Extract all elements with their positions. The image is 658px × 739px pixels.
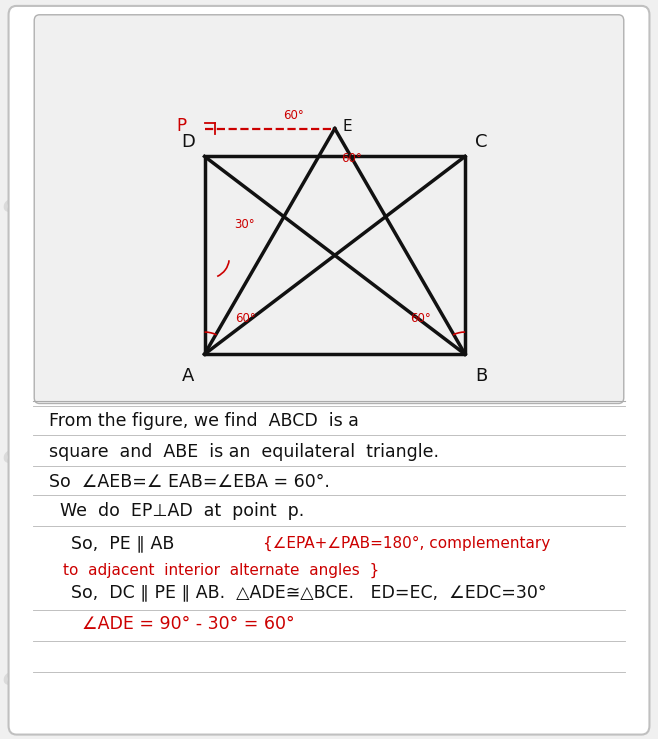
Text: Gauth: Gauth (377, 198, 439, 216)
Text: Gauth: Gauth (35, 316, 97, 334)
Text: 30°: 30° (234, 219, 254, 231)
Text: Gauth: Gauth (186, 198, 248, 216)
Text: Gauth: Gauth (245, 80, 307, 98)
FancyBboxPatch shape (34, 15, 624, 403)
Text: So  ∠AEB=∠ EAB=∠EBA = 60°.: So ∠AEB=∠ EAB=∠EBA = 60°. (49, 473, 330, 491)
Text: Gauth: Gauth (443, 568, 505, 585)
Text: {∠EPA+∠PAB=180°, complementary: {∠EPA+∠PAB=180°, complementary (263, 536, 551, 551)
Text: Gauth: Gauth (186, 671, 248, 689)
Text: Gauth: Gauth (443, 80, 505, 98)
Text: ∠ADE = 90° - 30° = 60°: ∠ADE = 90° - 30° = 60° (49, 616, 295, 633)
FancyBboxPatch shape (9, 6, 649, 735)
Text: Gauth: Gauth (417, 449, 478, 467)
Text: D: D (181, 132, 195, 151)
Text: B: B (475, 367, 488, 386)
Text: 60°: 60° (235, 313, 256, 325)
Text: E: E (343, 119, 352, 134)
Text: Gauth: Gauth (245, 568, 307, 585)
Text: Gauth: Gauth (561, 449, 623, 467)
Text: P: P (176, 118, 186, 135)
Text: Gauth: Gauth (2, 198, 64, 216)
Text: We  do  EP⊥AD  at  point  p.: We do EP⊥AD at point p. (49, 503, 305, 520)
Text: square  and  ABE  is an  equilateral  triangle.: square and ABE is an equilateral triangl… (49, 443, 440, 461)
Text: A: A (182, 367, 194, 386)
Text: Gauth: Gauth (542, 198, 603, 216)
Text: Gauth: Gauth (561, 671, 623, 689)
Text: C: C (475, 132, 488, 151)
Text: to  adjacent  interior  alternate  angles  }: to adjacent interior alternate angles } (63, 563, 379, 578)
Text: 60°: 60° (341, 151, 362, 165)
Text: 60°: 60° (284, 109, 305, 122)
Text: Gauth: Gauth (186, 449, 248, 467)
Text: Gauth: Gauth (417, 671, 478, 689)
Text: Gauth: Gauth (35, 80, 97, 98)
Text: So,  PE ∥ AB: So, PE ∥ AB (49, 534, 175, 552)
Text: 60°: 60° (410, 313, 431, 325)
Text: So,  DC ∥ PE ∥ AB.  △ADE≅△BCE.   ED=EC,  ∠EDC=30°: So, DC ∥ PE ∥ AB. △ADE≅△BCE. ED=EC, ∠EDC… (49, 584, 547, 602)
Text: Gauth: Gauth (245, 316, 307, 334)
Text: Gauth: Gauth (35, 568, 97, 585)
Text: Gauth: Gauth (2, 671, 64, 689)
Text: From the figure, we find  ABCD  is a: From the figure, we find ABCD is a (49, 412, 359, 430)
Text: Gauth: Gauth (2, 449, 64, 467)
Text: Gauth: Gauth (443, 316, 505, 334)
